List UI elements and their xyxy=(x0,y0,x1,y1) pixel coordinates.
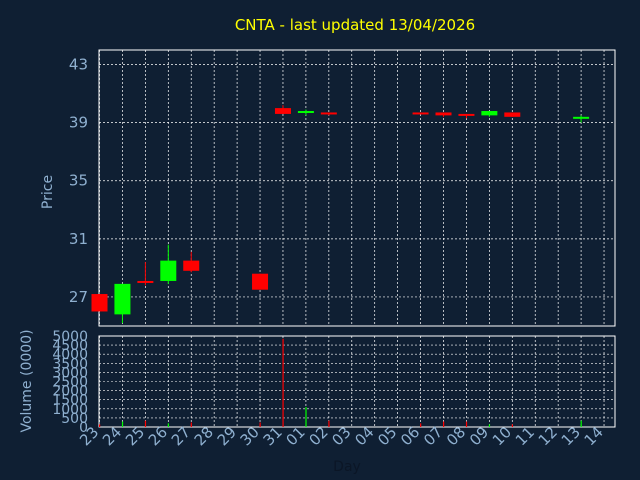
candle-body xyxy=(297,111,314,114)
price-y-tick-label: 27 xyxy=(69,288,88,306)
candle-body xyxy=(435,112,452,116)
volume-y-tick-label: 0 xyxy=(79,420,88,436)
x-ticks: 2324252627282930310102030405060708091011… xyxy=(76,423,607,449)
volume-bar xyxy=(580,420,582,427)
candle-body xyxy=(320,112,337,115)
volume-bar xyxy=(144,420,147,427)
x-axis-label: Day xyxy=(333,459,361,475)
volume-bar xyxy=(443,421,445,427)
candle-body xyxy=(114,283,131,315)
volume-bar xyxy=(465,421,468,427)
price-y-tick-label: 43 xyxy=(69,56,88,74)
volume-y-tick-label: 500 xyxy=(61,411,88,427)
volume-bar xyxy=(259,422,261,427)
candle-body xyxy=(458,113,475,116)
candle-body xyxy=(274,108,291,114)
candle-body xyxy=(137,280,154,283)
volume-bar xyxy=(420,423,422,427)
volume-bar xyxy=(488,424,491,427)
volume-bar xyxy=(121,421,124,427)
candle-body xyxy=(573,116,590,119)
volume-bar xyxy=(328,420,330,427)
price-y-tick-label: 35 xyxy=(69,172,88,190)
candle-body xyxy=(252,273,269,290)
price-y-ticks: 27 31 35 39 43 xyxy=(69,56,88,306)
volume-y-tick-label: 1500 xyxy=(52,393,88,409)
volume-bar xyxy=(167,423,169,427)
candles xyxy=(91,105,590,324)
candle-body xyxy=(504,112,521,117)
volume-y-tick-label: 2500 xyxy=(52,375,88,391)
price-y-tick-label: 39 xyxy=(69,114,88,132)
volume-y-tick-label: 1000 xyxy=(52,402,88,418)
volume-y-tick-label: 3000 xyxy=(52,365,88,381)
candle-body xyxy=(160,260,177,281)
volume-y-tick-label: 2000 xyxy=(52,384,88,400)
volume-bar xyxy=(511,424,513,427)
price-y-tick-label: 31 xyxy=(69,230,88,248)
price-panel: 27 31 35 39 43 xyxy=(69,49,616,327)
volume-bar xyxy=(282,338,284,427)
volume-y-label: Volume (0000) xyxy=(19,329,35,432)
volume-y-tick-label: 4500 xyxy=(52,338,88,354)
volume-y-tick-label: 3500 xyxy=(52,356,88,372)
candle-body xyxy=(91,294,108,312)
volume-y-tick-label: 4000 xyxy=(52,347,88,363)
candle-body xyxy=(481,111,498,116)
candle-body xyxy=(183,260,200,271)
price-grid xyxy=(99,50,615,326)
volume-bars xyxy=(99,338,582,427)
price-plot-area xyxy=(98,49,616,327)
volume-bar xyxy=(99,424,101,427)
volume-y-tick-label: 5000 xyxy=(52,329,88,345)
chart-title: CNTA - last updated 13/04/2026 xyxy=(235,16,475,34)
price-y-label: Price xyxy=(40,175,56,209)
candle-body xyxy=(412,112,429,115)
volume-grid xyxy=(99,335,615,428)
volume-bar xyxy=(305,406,307,427)
volume-bar xyxy=(190,422,192,427)
